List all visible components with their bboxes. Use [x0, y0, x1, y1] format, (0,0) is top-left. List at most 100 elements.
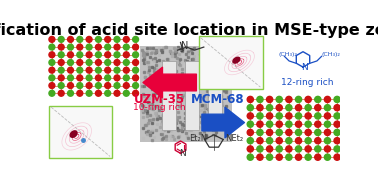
Circle shape: [77, 67, 83, 73]
Circle shape: [286, 121, 292, 127]
Circle shape: [96, 90, 101, 96]
Circle shape: [86, 44, 92, 50]
Circle shape: [77, 83, 83, 88]
Circle shape: [96, 67, 101, 73]
Circle shape: [49, 36, 55, 42]
Circle shape: [49, 59, 55, 65]
Circle shape: [296, 105, 302, 111]
Circle shape: [58, 67, 64, 73]
Circle shape: [305, 96, 311, 102]
Circle shape: [324, 146, 330, 152]
Circle shape: [276, 129, 282, 136]
Circle shape: [133, 67, 139, 73]
Circle shape: [105, 44, 111, 50]
FancyBboxPatch shape: [199, 36, 263, 89]
Circle shape: [114, 67, 120, 73]
FancyBboxPatch shape: [185, 61, 199, 130]
Circle shape: [296, 96, 302, 102]
Circle shape: [105, 36, 111, 42]
Circle shape: [49, 83, 55, 88]
Circle shape: [286, 105, 292, 111]
Circle shape: [305, 129, 311, 136]
Circle shape: [96, 59, 101, 65]
Circle shape: [77, 90, 83, 96]
Text: Clarification of acid site location in MSE-type zeolites: Clarification of acid site location in M…: [0, 23, 378, 38]
Circle shape: [305, 138, 311, 144]
Circle shape: [133, 59, 139, 65]
Text: MCM-68: MCM-68: [191, 93, 245, 106]
Circle shape: [324, 121, 330, 127]
FancyBboxPatch shape: [140, 46, 232, 142]
Text: NEt₂: NEt₂: [225, 134, 243, 143]
Circle shape: [286, 96, 292, 102]
Circle shape: [68, 52, 73, 58]
Circle shape: [334, 154, 340, 160]
Circle shape: [286, 138, 292, 144]
Circle shape: [296, 129, 302, 136]
Circle shape: [315, 129, 321, 136]
Circle shape: [286, 129, 292, 136]
Text: N: N: [181, 41, 189, 51]
Circle shape: [123, 52, 129, 58]
FancyBboxPatch shape: [162, 61, 176, 130]
Circle shape: [105, 75, 111, 81]
Circle shape: [266, 138, 273, 144]
Circle shape: [315, 105, 321, 111]
Circle shape: [96, 36, 101, 42]
Circle shape: [86, 67, 92, 73]
Circle shape: [123, 59, 129, 65]
Circle shape: [114, 59, 120, 65]
Circle shape: [334, 96, 340, 102]
Circle shape: [305, 105, 311, 111]
Circle shape: [105, 67, 111, 73]
Text: 12-ring rich: 12-ring rich: [281, 78, 334, 87]
Circle shape: [133, 83, 139, 88]
Circle shape: [286, 146, 292, 152]
Circle shape: [334, 146, 340, 152]
Circle shape: [49, 90, 55, 96]
FancyArrowPatch shape: [143, 67, 197, 98]
Circle shape: [123, 90, 129, 96]
Circle shape: [315, 121, 321, 127]
Circle shape: [49, 75, 55, 81]
Circle shape: [247, 121, 253, 127]
Text: (CH₃)₂: (CH₃)₂: [322, 52, 341, 56]
Circle shape: [123, 36, 129, 42]
Circle shape: [315, 146, 321, 152]
Circle shape: [296, 113, 302, 119]
Text: UZM-35: UZM-35: [134, 93, 185, 106]
Text: N: N: [179, 149, 186, 158]
Ellipse shape: [70, 131, 77, 137]
Circle shape: [257, 146, 263, 152]
Circle shape: [276, 138, 282, 144]
Circle shape: [86, 83, 92, 88]
Circle shape: [334, 138, 340, 144]
Circle shape: [49, 52, 55, 58]
Circle shape: [305, 154, 311, 160]
Circle shape: [114, 52, 120, 58]
Circle shape: [296, 146, 302, 152]
Circle shape: [266, 113, 273, 119]
Circle shape: [266, 105, 273, 111]
FancyArrowPatch shape: [202, 107, 245, 138]
Circle shape: [68, 90, 73, 96]
Circle shape: [247, 96, 253, 102]
Circle shape: [96, 52, 101, 58]
Circle shape: [58, 83, 64, 88]
Circle shape: [86, 36, 92, 42]
Circle shape: [114, 75, 120, 81]
Circle shape: [58, 90, 64, 96]
Circle shape: [315, 96, 321, 102]
Circle shape: [114, 36, 120, 42]
Circle shape: [334, 113, 340, 119]
Circle shape: [77, 52, 83, 58]
Circle shape: [123, 75, 129, 81]
Circle shape: [296, 121, 302, 127]
Circle shape: [315, 154, 321, 160]
Circle shape: [247, 154, 253, 160]
Circle shape: [305, 113, 311, 119]
Circle shape: [123, 44, 129, 50]
Circle shape: [315, 113, 321, 119]
Circle shape: [96, 44, 101, 50]
Circle shape: [58, 36, 64, 42]
